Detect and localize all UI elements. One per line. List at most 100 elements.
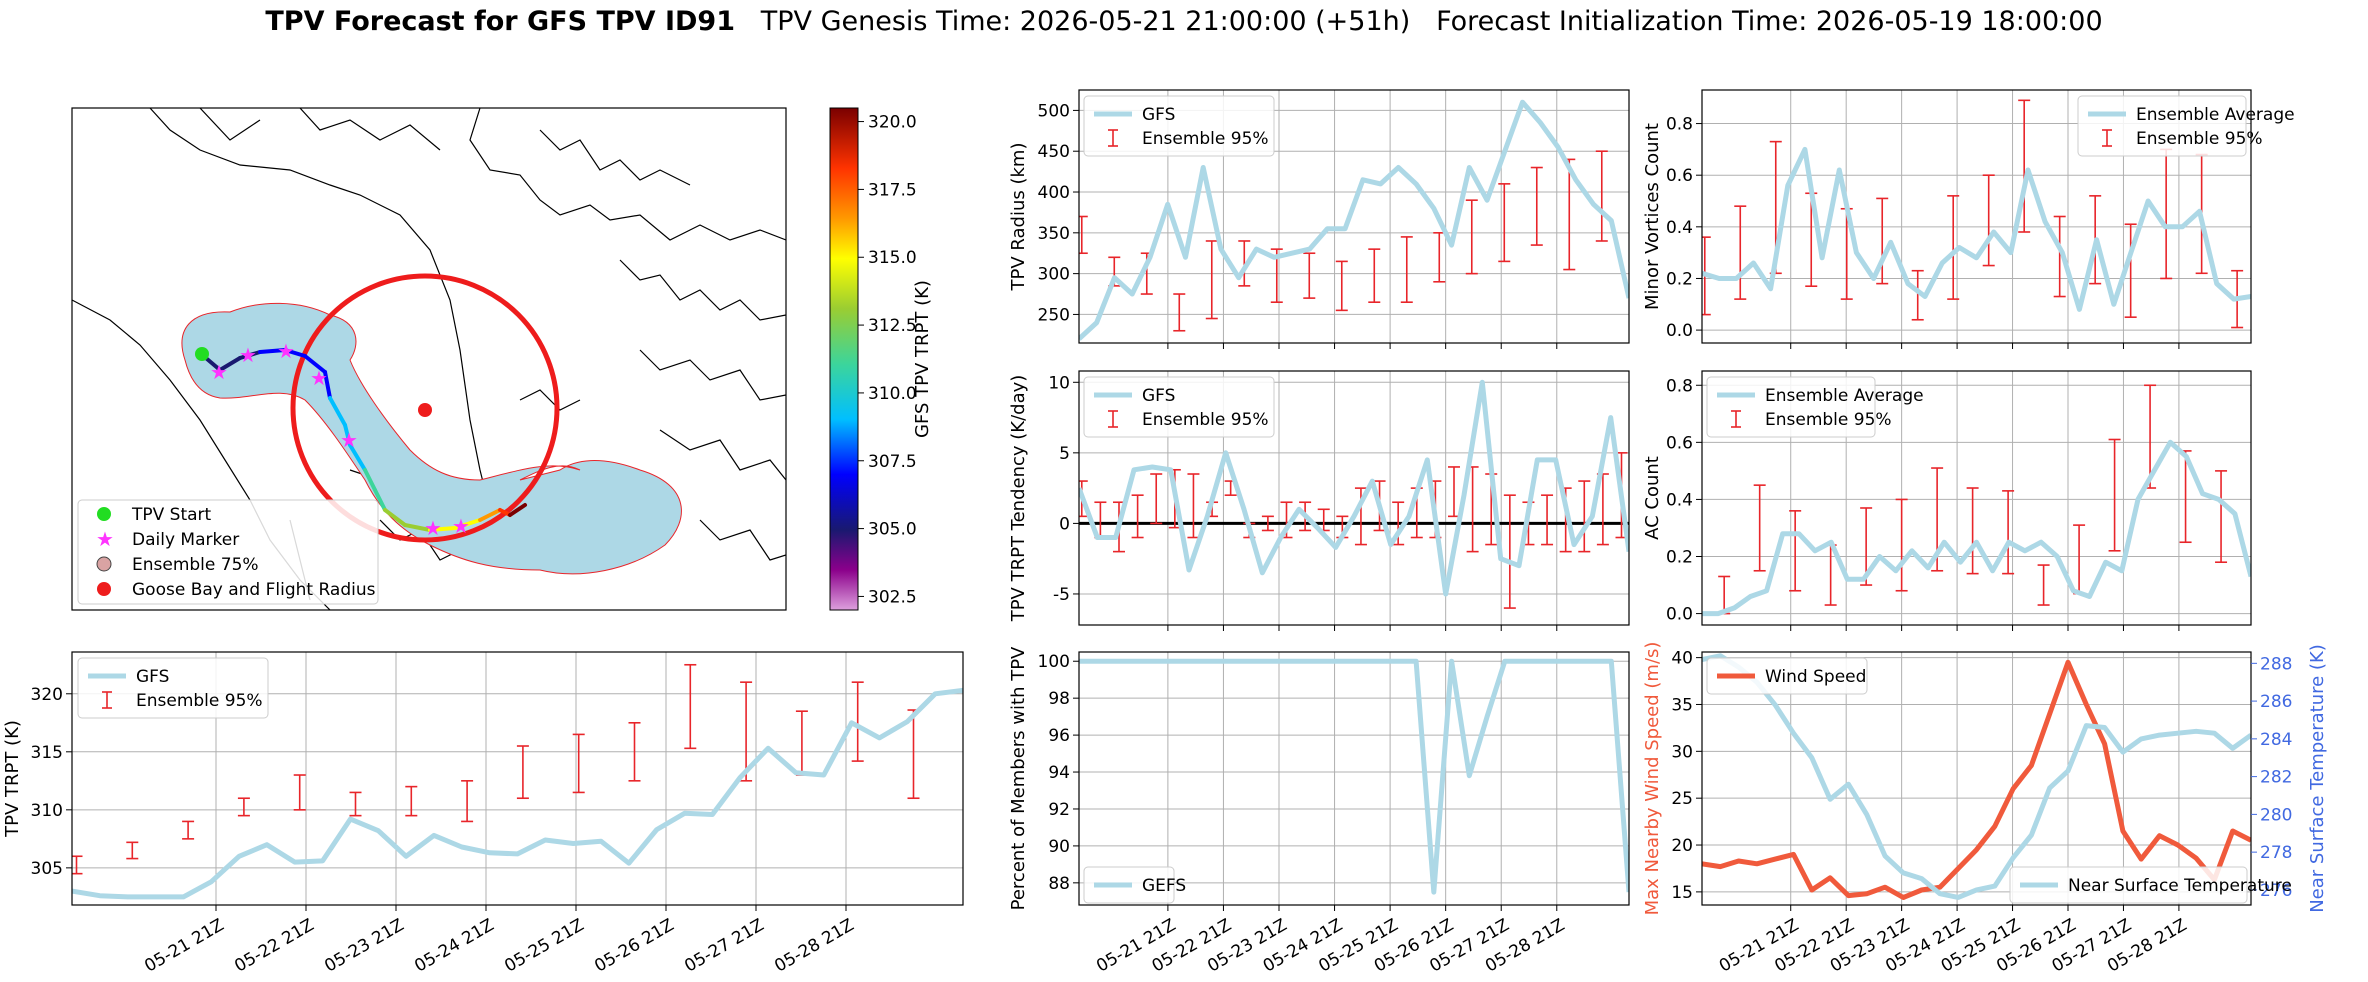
coastline (519, 389, 581, 411)
legend-box (2077, 95, 2247, 157)
track-segment (403, 523, 432, 532)
track-segment (508, 503, 527, 517)
x-tick-label: 05-28 21Z (771, 915, 857, 976)
colorbar-label: GFS TPV TRPT (K) (912, 280, 933, 438)
legend-box (1706, 376, 1876, 438)
track-segment (383, 508, 407, 527)
plot-area (1702, 384, 2251, 617)
track-segment (453, 518, 482, 530)
colorbar-tick-label: 315.0 (868, 248, 917, 268)
track-segment (343, 423, 352, 447)
legend-label: GEFS (1142, 876, 1186, 896)
track-segment (328, 396, 347, 427)
y-tick-label: 40 (1671, 649, 1693, 669)
axes-frame (1701, 89, 2252, 344)
panel-ac: 0.0 0.2 0.4 0.6 0.8 AC Count Ensemble Average E… (1642, 370, 2252, 631)
x-tick-label: 05-22 21Z (231, 915, 317, 976)
y-tick-label: 0.0 (1666, 605, 1693, 625)
legend-label: Near Surface Temperature (2068, 876, 2292, 896)
x-tick-label: 05-26 21Z (591, 915, 677, 976)
daily-marker: ★ (210, 360, 228, 384)
track-segment (238, 350, 262, 360)
figure-title: TPV Forecast for GFS TPV ID91 TPV Genesi… (0, 6, 2368, 37)
panel-radius: 250 300 350 400 450 500 TPV Radius (km) GFS Ense… (1008, 89, 1630, 349)
flight-radius-circle (290, 273, 560, 543)
plot-area (1702, 99, 2251, 329)
goose-bay-point (418, 403, 432, 417)
panel-tendency: -5 0 5 10 TPV TRPT Tendency (K/day) GFS Ensemb… (1008, 370, 1630, 631)
map-legend-label: Daily Marker (132, 530, 239, 550)
y-axis-label: Percent of Members with TPV (1008, 646, 1029, 910)
y-tick-label: 30 (1671, 742, 1693, 762)
colorbar-tick-label: 312.5 (868, 316, 917, 336)
track-segment (348, 443, 367, 472)
y2-tick-label: 276 (2260, 881, 2292, 901)
y2-tick-label: 278 (2260, 843, 2292, 863)
legend-label: GFS (136, 667, 169, 687)
map-legend-box (77, 499, 379, 605)
legend-box (1083, 95, 1275, 157)
y2-tick-label: 282 (2260, 768, 2292, 788)
coastline (659, 429, 786, 481)
coastline (619, 259, 786, 321)
legend-label: Ensemble Average (1765, 386, 1924, 406)
x-tick-label: 05-25 21Z (501, 915, 587, 976)
series-line (1702, 146, 2251, 312)
series-line (1702, 439, 2251, 617)
daily-marker: ★ (277, 339, 295, 363)
y-axis-label: TPV Radius (km) (1008, 143, 1029, 292)
y-tick-label: 98 (1048, 689, 1070, 709)
colorbar-tick-label: 302.5 (868, 587, 917, 607)
track-segment (283, 348, 307, 358)
ensemble-75-region (181, 302, 682, 575)
y2-tick-label: 288 (2260, 654, 2292, 674)
axes-frame (1078, 651, 1630, 906)
daily-marker: ★ (239, 343, 257, 367)
series-line (1079, 99, 1629, 341)
y-tick-label: 96 (1048, 726, 1070, 746)
y-tick-label: 0.6 (1666, 433, 1693, 453)
legend-label: Ensemble Average (2136, 105, 2295, 125)
y2-tick-label: 280 (2260, 805, 2292, 825)
legend-box (1706, 657, 1868, 695)
y-axis-label: Minor Vortices Count (1642, 123, 1663, 310)
series-line (1702, 659, 2251, 900)
legend-marker-swatch: ★ (96, 527, 114, 551)
init-time: Forecast Initialization Time: 2026-05-19… (1436, 6, 2103, 37)
panel-map: ★ ★ ★ ★ ★ ★ ★ TPV Start ★ Daily Marker Ensemble 75… (71, 107, 933, 611)
daily-marker: ★ (424, 516, 442, 540)
colorbar-tick-label: 310.0 (868, 384, 917, 404)
y-axis-label: Max Nearby Wind Speed (m/s) (1642, 642, 1663, 916)
axes-frame (1078, 89, 1630, 344)
legend-start-swatch (97, 507, 111, 521)
track-segment (303, 354, 327, 374)
legend-label: Wind Speed (1765, 667, 1866, 687)
track-segment (428, 526, 457, 532)
series-line (1702, 653, 2251, 900)
x-tick-label: 05-24 21Z (411, 915, 497, 976)
y2-axis-label: Near Surface Temperature (K) (2307, 644, 2328, 913)
map-legend-label: Goose Bay and Flight Radius (132, 580, 376, 600)
y-tick-label: 350 (1038, 224, 1070, 244)
tpv-start-point (195, 347, 209, 361)
coastline (149, 108, 491, 511)
legend-label: Ensemble 95% (2136, 129, 2263, 149)
daily-marker: ★ (340, 428, 358, 452)
track-segment (363, 468, 377, 492)
map-frame (71, 107, 787, 611)
y-tick-label: 92 (1048, 800, 1070, 820)
y-tick-label: 315 (31, 743, 63, 763)
y-tick-label: 0 (1059, 514, 1070, 534)
y-tick-label: 25 (1671, 789, 1693, 809)
y-tick-label: 88 (1048, 874, 1070, 894)
series-line (1079, 658, 1629, 895)
axes-frame (1701, 370, 2252, 626)
legend-box (1083, 376, 1275, 438)
y-tick-label: 300 (1038, 265, 1070, 285)
axes-frame (1701, 651, 2252, 906)
y-tick-label: 0.4 (1666, 218, 1693, 238)
colorbar-tick-label: 307.5 (868, 452, 917, 472)
legend-label: Ensemble 95% (1142, 410, 1269, 430)
plot-area (1079, 658, 1629, 895)
